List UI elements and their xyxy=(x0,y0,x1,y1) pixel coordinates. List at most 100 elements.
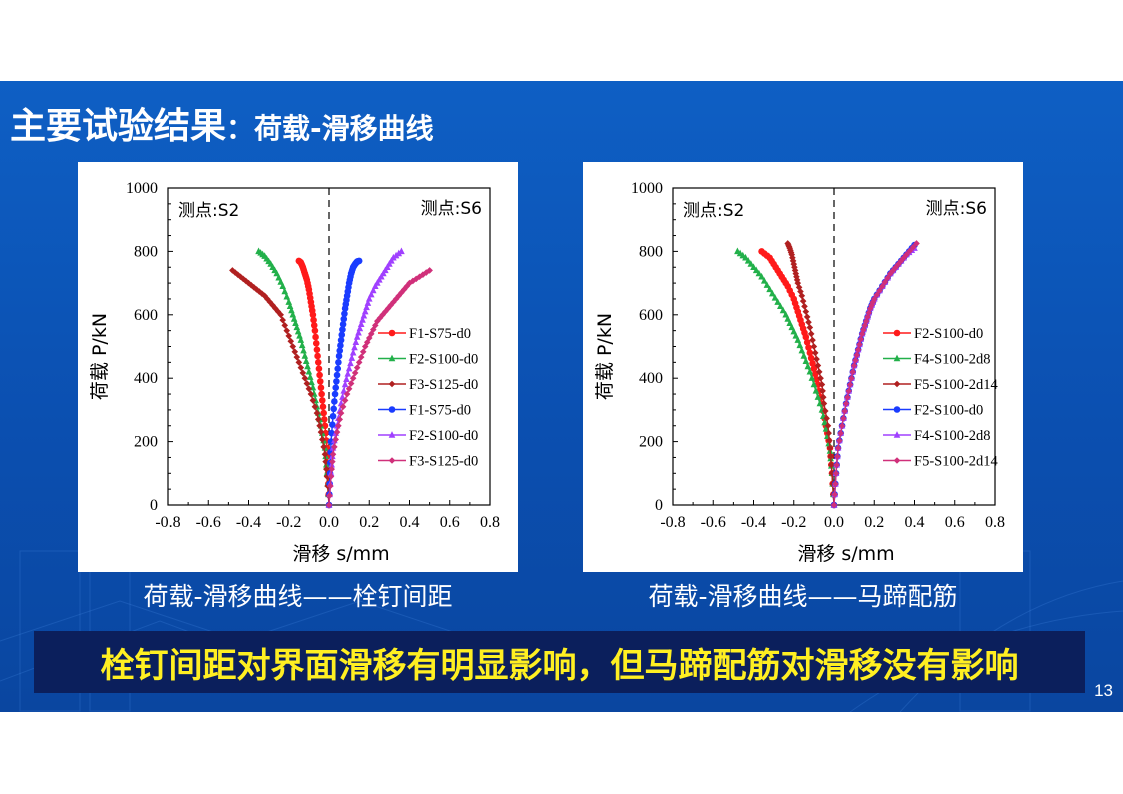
conclusion-text: 栓钉间距对界面滑移有明显影响，但马蹄配筋对滑移没有影响 xyxy=(100,645,1019,686)
data-point xyxy=(321,416,328,423)
data-point xyxy=(343,375,350,382)
data-point xyxy=(335,352,343,360)
data-point xyxy=(379,311,386,319)
data-point xyxy=(798,346,806,354)
data-point xyxy=(347,380,355,387)
data-point xyxy=(281,287,289,295)
x-tick-label: -0.8 xyxy=(155,514,180,531)
data-point xyxy=(357,353,365,361)
legend-label: F3-S125-d0 xyxy=(409,454,478,470)
data-point xyxy=(247,281,255,289)
data-point xyxy=(810,365,818,372)
data-point xyxy=(794,336,802,343)
data-point xyxy=(306,373,314,380)
data-point xyxy=(355,257,363,265)
legend-marker xyxy=(893,354,901,362)
data-point xyxy=(337,409,345,417)
data-point xyxy=(763,281,771,288)
data-point xyxy=(852,356,859,364)
x-tick-label: -0.6 xyxy=(701,514,726,531)
data-point xyxy=(398,247,405,255)
data-point xyxy=(326,492,333,499)
data-point xyxy=(806,349,814,357)
x-tick-label: -0.2 xyxy=(276,514,301,531)
data-point xyxy=(327,473,335,480)
x-tick-label: -0.6 xyxy=(196,514,221,531)
data-point xyxy=(803,313,811,321)
data-point xyxy=(302,357,310,364)
data-point xyxy=(865,309,873,316)
data-point xyxy=(774,298,781,305)
data-point xyxy=(831,491,838,498)
data-point xyxy=(387,301,395,309)
data-point xyxy=(345,364,353,372)
data-point xyxy=(812,386,820,394)
data-point xyxy=(292,319,299,326)
data-point xyxy=(337,336,345,344)
data-point xyxy=(349,374,357,382)
legend-label: F1-S75-d0 xyxy=(409,403,471,419)
data-point xyxy=(352,338,360,345)
data-point xyxy=(255,247,262,255)
legend-marker xyxy=(893,329,901,337)
y-tick-label: 600 xyxy=(134,307,158,324)
data-point xyxy=(312,333,319,341)
data-point xyxy=(842,400,850,407)
data-point xyxy=(341,380,349,388)
data-point xyxy=(906,247,914,255)
data-point xyxy=(303,380,311,387)
slide-band: 主要试验结果：荷载-滑移曲线 -0.8 -0.6 -0.4 -0.2 0.0 0.2 0.4… xyxy=(0,81,1123,712)
data-point xyxy=(351,343,358,351)
data-point xyxy=(316,371,323,379)
data-point xyxy=(291,348,299,356)
data-point xyxy=(363,338,371,346)
annotation-s6: 测点:S6 xyxy=(421,199,482,219)
data-point xyxy=(347,359,354,367)
title-sub: 荷载-滑移曲线 xyxy=(254,112,434,145)
data-point xyxy=(320,443,327,451)
data-point xyxy=(353,333,361,340)
data-point xyxy=(814,362,822,369)
legend-marker xyxy=(388,457,396,464)
data-point xyxy=(395,292,403,300)
data-point xyxy=(320,409,327,417)
y-tick-label: 0 xyxy=(655,497,663,514)
data-point xyxy=(355,328,362,336)
x-tick-label: -0.4 xyxy=(741,514,766,531)
data-point xyxy=(798,292,806,300)
legend-label: F2-S100-d0 xyxy=(914,326,983,342)
data-point xyxy=(316,422,323,430)
data-point xyxy=(348,354,356,361)
data-point xyxy=(314,352,321,360)
data-point xyxy=(237,273,244,281)
data-point xyxy=(766,285,773,293)
data-point xyxy=(335,422,342,430)
x-tick-label: 0.6 xyxy=(440,514,460,531)
data-point xyxy=(339,326,346,333)
data-point xyxy=(298,341,306,349)
y-tick-label: 400 xyxy=(639,370,663,387)
data-point xyxy=(332,384,340,392)
data-point xyxy=(808,374,816,381)
legend-label: F5-S100-2d14 xyxy=(914,377,999,393)
data-point xyxy=(343,390,351,398)
data-point xyxy=(309,397,317,404)
data-point xyxy=(794,279,802,287)
data-point xyxy=(300,346,307,354)
data-point xyxy=(297,364,305,371)
data-point xyxy=(409,277,417,285)
data-point xyxy=(285,298,293,305)
data-point xyxy=(339,403,347,411)
y-axis-label: 荷载 P/kN xyxy=(89,313,111,400)
data-point xyxy=(841,407,849,415)
caption-right: 荷载-滑移曲线——马蹄配筋 xyxy=(648,582,958,611)
chart-panel-spacing: -0.8 -0.6 -0.4 -0.2 0.0 0.2 0.4 0.6 0.8 0 200 400 60… xyxy=(78,162,518,572)
legend-marker xyxy=(388,406,396,413)
legend-entry-1: F2-S100-d0 xyxy=(883,326,983,342)
data-point xyxy=(793,273,800,281)
data-point xyxy=(854,346,862,353)
data-point xyxy=(784,240,792,247)
data-point xyxy=(836,437,843,444)
legend-label: F2-S100-d0 xyxy=(409,428,478,444)
data-point xyxy=(869,298,877,306)
